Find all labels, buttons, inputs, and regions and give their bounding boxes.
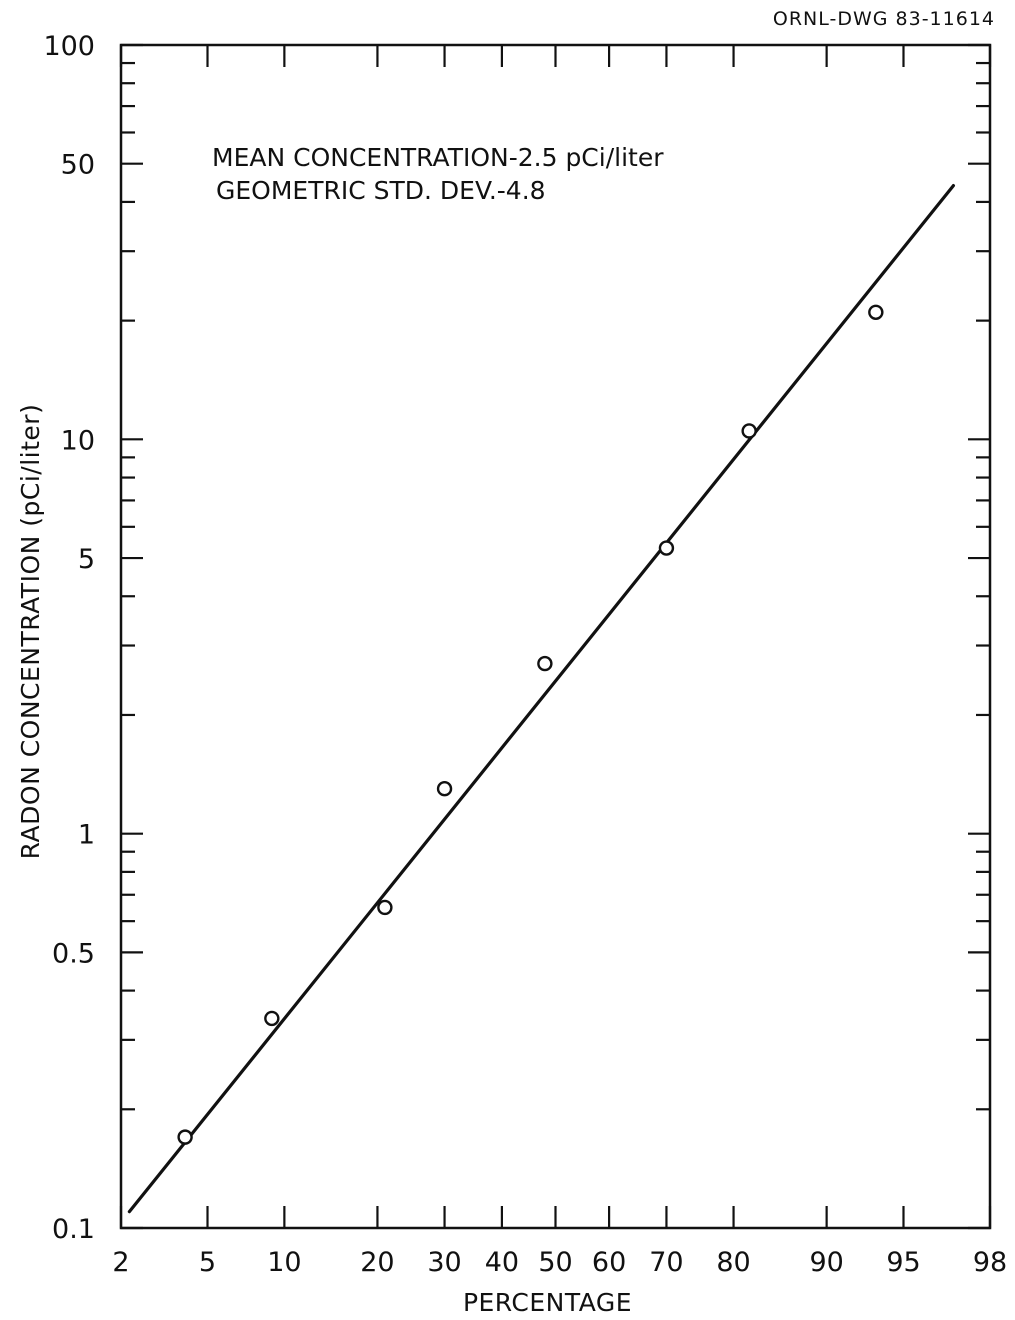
y-tick-label: 0.5	[52, 938, 95, 969]
geometric-std-dev-annotation: GEOMETRIC STD. DEV.-4.8	[216, 176, 546, 205]
x-tick-label: 30	[427, 1247, 461, 1278]
x-tick-label: 50	[538, 1247, 572, 1278]
data-point	[436, 781, 453, 797]
drawing-id: ORNL-DWG 83-11614	[772, 8, 995, 30]
x-tick-label: 90	[809, 1247, 843, 1278]
fit-line	[127, 183, 956, 1214]
x-tick-label: 40	[485, 1247, 519, 1278]
x-tick-label: 60	[592, 1247, 626, 1278]
x-tick-label: 70	[649, 1247, 683, 1278]
y-tick-label: 0.1	[52, 1214, 95, 1245]
mean-concentration-annotation: MEAN CONCENTRATION-2.5 pCi/liter	[212, 143, 664, 172]
plot-frame	[119, 43, 992, 1230]
data-point	[264, 1010, 280, 1027]
x-tick-label: 10	[267, 1247, 301, 1278]
data-point	[177, 1129, 193, 1145]
x-tick-label: 98	[973, 1247, 1007, 1278]
x-tick-label: 95	[886, 1247, 920, 1278]
y-tick-label: 100	[43, 31, 95, 62]
y-tick-label: 1	[78, 820, 95, 851]
y-tick-label: 50	[61, 150, 95, 181]
data-point	[658, 540, 675, 556]
y-axis-title: RADON CONCENTRATION (pCi/liter)	[16, 404, 45, 860]
x-axis-title: PERCENTAGE	[463, 1288, 632, 1317]
data-point	[377, 899, 393, 916]
data-point	[537, 655, 553, 672]
y-tick-label: 10	[61, 425, 95, 456]
x-tick-label: 80	[716, 1247, 750, 1278]
data-point	[868, 304, 884, 320]
x-tick-label: 20	[360, 1247, 394, 1278]
data-point	[741, 423, 757, 439]
y-tick-label: 5	[78, 544, 95, 575]
x-tick-label: 2	[112, 1247, 129, 1278]
x-tick-label: 5	[199, 1247, 216, 1278]
